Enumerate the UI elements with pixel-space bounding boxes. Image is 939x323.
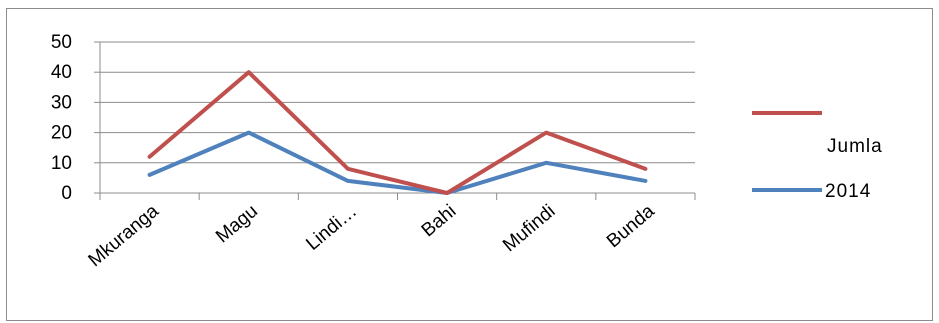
- y-tick-label: 50: [51, 32, 72, 53]
- y-tick-label: 10: [51, 153, 72, 174]
- x-tick-label: Bunda: [603, 200, 659, 252]
- gridlines: [100, 41, 695, 164]
- legend-label-jumla: Jumla: [827, 136, 883, 157]
- y-tick-label: 40: [51, 62, 72, 83]
- series-line-2014: [147, 130, 648, 195]
- x-tick-label: Lindi…: [302, 201, 361, 255]
- x-tick-label: Bahi: [418, 201, 461, 242]
- x-tick-label: Magu: [212, 201, 262, 248]
- y-axis-ticks: 0 10 20 30 40 50: [51, 32, 100, 204]
- series-line-jumla: [147, 70, 648, 195]
- x-tick-label: Mufindi: [499, 201, 559, 256]
- chart-frame: [6, 8, 933, 321]
- x-tick-label: Mkuranga: [85, 200, 164, 271]
- series-layer: [147, 70, 648, 195]
- y-tick-label: 30: [51, 92, 72, 113]
- y-tick-label: 20: [51, 123, 72, 144]
- x-axis-ticks: Mkuranga Magu Lindi… Bahi Mufindi Bunda: [85, 193, 696, 271]
- y-tick-label: 0: [61, 183, 72, 204]
- legend-label-2014: 2014: [825, 181, 871, 202]
- legend: Jumla 2014: [752, 111, 883, 202]
- axes: [99, 42, 695, 194]
